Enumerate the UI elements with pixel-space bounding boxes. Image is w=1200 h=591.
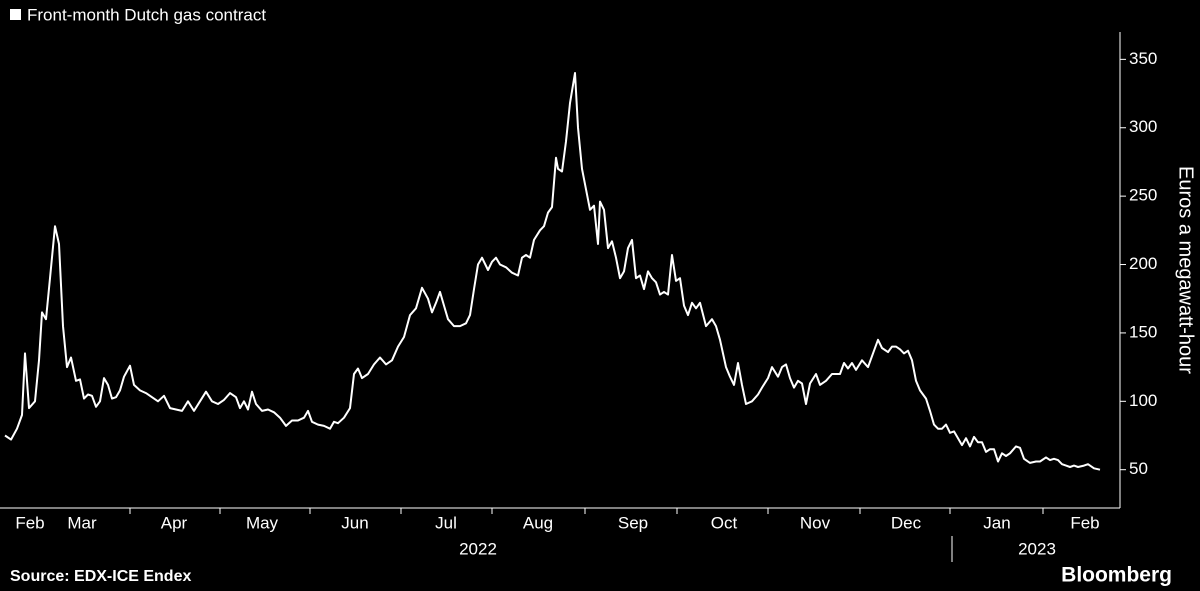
y-tick-label: 350	[1129, 49, 1157, 68]
y-tick-label: 50	[1129, 459, 1148, 478]
brand: Bloomberg	[1061, 564, 1172, 587]
source: Source: EDX-ICE Endex	[10, 568, 191, 585]
year-label: 2022	[459, 539, 497, 558]
y-tick-label: 200	[1129, 254, 1157, 273]
x-tick-label: Nov	[800, 513, 831, 532]
x-tick-label: May	[246, 513, 279, 532]
legend-label: Front-month Dutch gas contract	[27, 5, 266, 24]
x-tick-label: Jan	[983, 513, 1010, 532]
year-label: 2023	[1018, 539, 1056, 558]
y-tick-label: 100	[1129, 391, 1157, 410]
x-tick-label: Apr	[161, 513, 188, 532]
line-series	[4, 72, 1101, 471]
x-tick-label: Jun	[341, 513, 368, 532]
legend-swatch	[10, 9, 21, 20]
x-tick-label: Feb	[1070, 513, 1099, 532]
x-tick-label: Sep	[618, 513, 648, 532]
x-tick-label: Mar	[67, 513, 97, 532]
x-tick-label: Dec	[891, 513, 922, 532]
x-tick-label: Jul	[435, 513, 457, 532]
y-tick-label: 300	[1129, 117, 1157, 136]
y-tick-label: 250	[1129, 186, 1157, 205]
x-tick-label: Feb	[15, 513, 44, 532]
y-tick-label: 150	[1129, 322, 1157, 341]
y-axis-label: Euros a megawatt-hour	[1175, 166, 1197, 374]
x-tick-label: Aug	[523, 513, 553, 532]
x-tick-label: Oct	[711, 513, 738, 532]
